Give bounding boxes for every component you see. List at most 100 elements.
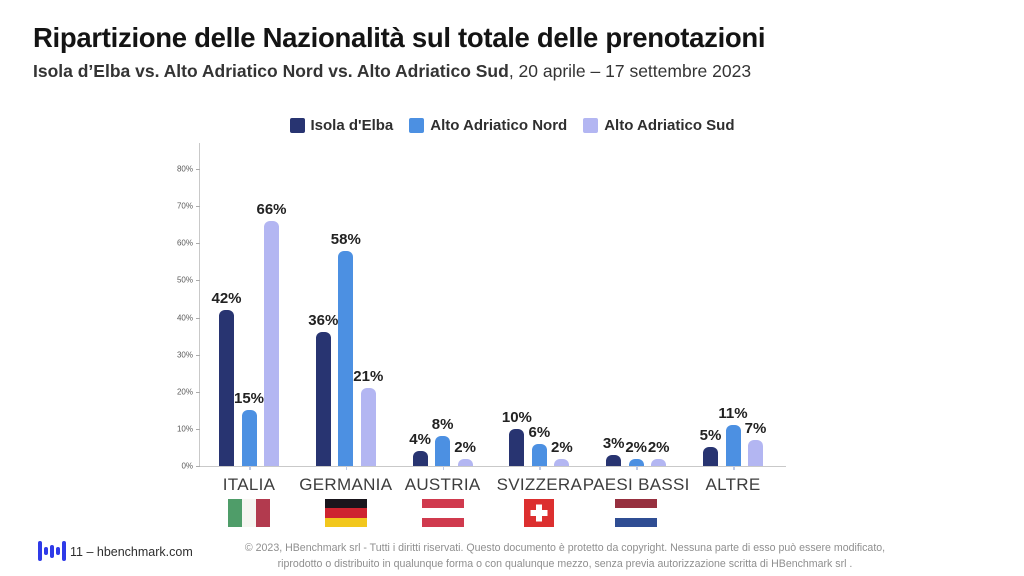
flag-stripe: [242, 499, 256, 527]
italy-flag-icon: [228, 499, 270, 527]
y-axis-tick-label: 0%: [181, 461, 193, 471]
bar-austria-series-0: [412, 451, 428, 466]
bar-germania-series-2: [360, 388, 376, 466]
subtitle-dates: , 20 aprile – 17 settembre 2023: [508, 61, 752, 81]
y-axis-tick-mark: [196, 243, 200, 245]
x-axis-tick-mark: [636, 466, 638, 470]
bar-value-label: 2%: [551, 438, 573, 456]
bar-value-label: 58%: [330, 230, 361, 248]
x-axis-tick-mark: [733, 466, 735, 470]
bar-value-label: 21%: [353, 368, 384, 386]
hbenchmark-logo-icon: [38, 539, 66, 563]
bar-value-label: 2%: [647, 438, 670, 456]
page-subtitle: Isola d’Elba vs. Alto Adriatico Nord vs.…: [33, 61, 993, 82]
bar-germania-series-0: [315, 332, 331, 466]
bar-value-label: 7%: [744, 420, 767, 438]
x-axis-tick-mark: [249, 466, 251, 470]
page-title: Ripartizione delle Nazionalità sul total…: [33, 22, 766, 53]
y-axis-tick-label: 60%: [176, 238, 193, 248]
copyright-line-2: riprodotto o distribuito in qualunque fo…: [277, 558, 853, 571]
category-label-altre: ALTRE: [705, 475, 761, 494]
bar-germania-series-1: [338, 250, 354, 466]
flag-stripe: [615, 499, 658, 509]
bar-value-label: 3%: [602, 434, 625, 452]
category-label-austria: AUSTRIA: [404, 475, 481, 494]
swiss-cross-icon: [530, 510, 548, 516]
y-axis-tick-mark: [196, 317, 200, 319]
logo-bar: [50, 544, 54, 558]
logo-bar: [62, 541, 66, 561]
y-axis-tick-label: 10%: [176, 424, 193, 434]
flag-stripe: [615, 508, 658, 518]
y-axis-tick-mark: [196, 169, 200, 170]
bar-value-label: 66%: [256, 200, 287, 218]
bar-svizzera-series-0: [509, 428, 525, 466]
bar-italia-series-1: [241, 410, 257, 466]
flag-stripe: [421, 517, 464, 527]
bar-paesi-bassi-series-1: [628, 458, 644, 466]
category-label-svizzera: SVIZZERA: [496, 475, 583, 494]
copyright-notice: © 2023, HBenchmark srl - Tutti i diritti…: [200, 540, 930, 573]
bar-value-label: 2%: [454, 438, 476, 456]
bar-value-label: 8%: [431, 416, 454, 434]
bar-svizzera-series-2: [554, 458, 570, 466]
bar-chart: 0% 10% 20% 30% 40% 50% 60% 70% 80% 42% 15% 66% ITALI…: [177, 143, 786, 527]
category-label-paesi-bassi: PAESI BASSI: [582, 475, 690, 494]
bar-paesi-bassi-series-0: [606, 454, 622, 466]
logo-bar: [44, 547, 48, 555]
copyright-line-1: © 2023, HBenchmark srl - Tutti i diritti…: [244, 542, 886, 554]
y-axis-tick-mark: [196, 354, 200, 356]
bar-value-label: 6%: [528, 423, 551, 441]
y-axis-tick-label: 70%: [176, 201, 193, 211]
bar-svizzera-series-1: [531, 443, 547, 466]
switzerland-flag-icon: [524, 499, 555, 527]
bar-value-label: 2%: [625, 438, 648, 456]
logo-bar: [56, 547, 60, 555]
y-axis-tick-label: 40%: [176, 313, 193, 322]
netherlands-flag-icon: [615, 499, 658, 527]
bar-austria-series-2: [457, 458, 473, 466]
bar-altre-series-2: [748, 440, 763, 466]
legend-swatch-icon: [583, 118, 599, 133]
legend-swatch-icon: [289, 118, 305, 133]
bar-austria-series-1: [435, 436, 451, 466]
y-axis-tick-label: 50%: [176, 275, 193, 285]
flag-stripe: [421, 508, 464, 518]
x-axis-tick-mark: [442, 466, 445, 470]
bar-italia-series-2: [264, 220, 279, 466]
legend-item-0: Isola d'Elba: [289, 117, 394, 134]
y-axis-tick-mark: [196, 206, 200, 208]
legend-swatch-icon: [409, 118, 425, 133]
flag-stripe: [228, 499, 242, 527]
y-axis-tick-label: 20%: [176, 387, 193, 397]
subtitle-regions: Isola d’Elba vs. Alto Adriatico Nord vs.…: [33, 61, 509, 81]
legend-item-1: Alto Adriatico Nord: [409, 117, 567, 134]
bar-value-label: 42%: [211, 290, 242, 308]
legend-label: Isola d'Elba: [310, 117, 394, 134]
legend-item-2: Alto Adriatico Sud: [583, 117, 735, 134]
chart-legend: Isola d'Elba Alto Adriatico Nord Alto Adri…: [0, 117, 1024, 134]
hbenchmark-brand-text: 11 – hbenchmark.com: [70, 545, 193, 559]
flag-stripe: [256, 499, 270, 527]
y-axis-tick-mark: [196, 280, 200, 282]
flag-stripe: [324, 517, 367, 527]
x-axis-tick-mark: [345, 466, 348, 470]
bar-italia-series-0: [219, 310, 234, 466]
category-label-italia: ITALIA: [222, 475, 276, 494]
flag-stripe: [421, 499, 464, 509]
y-axis-tick-label: 80%: [176, 164, 193, 174]
bar-altre-series-0: [703, 447, 718, 466]
y-axis-tick-label: 30%: [176, 350, 193, 360]
legend-label: Alto Adriatico Nord: [430, 117, 568, 134]
y-axis-tick-mark: [196, 428, 200, 430]
bar-value-label: 15%: [233, 390, 265, 408]
germany-flag-icon: [324, 499, 367, 527]
x-axis-tick-mark: [539, 466, 541, 470]
y-axis-tick-mark: [196, 466, 200, 467]
austria-flag-icon: [421, 499, 464, 527]
y-axis-tick-mark: [196, 391, 200, 393]
bar-value-label: 4%: [409, 431, 431, 449]
bar-altre-series-1: [725, 425, 741, 466]
bar-value-label: 11%: [718, 405, 748, 423]
